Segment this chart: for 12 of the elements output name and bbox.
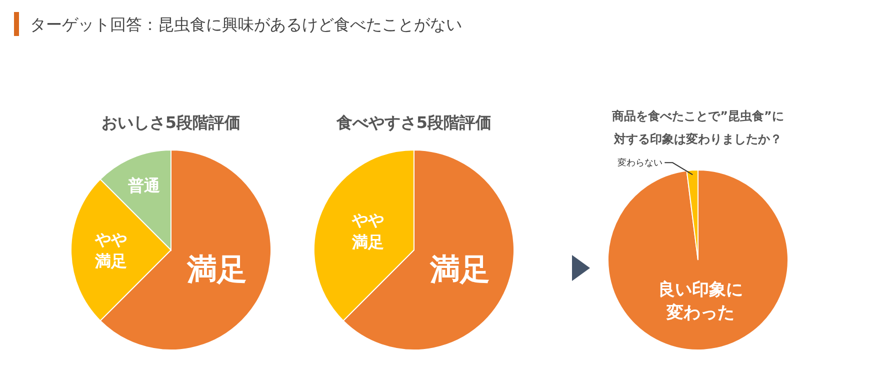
chart-title: 商品を食べたことで”昆虫食”に対する印象は変わりましたか？ [611,109,784,146]
slice-label: やや満足 [94,230,127,270]
slice-label: 満足 [186,252,248,288]
slice-label: 良い印象に変わった [658,280,744,323]
text: ターゲット回答：昆虫食に興味があるけど食べたことがない [30,15,462,34]
chart-title: おいしさ5段階評価 [101,113,241,132]
chart-title: 食べやすさ5段階評価 [335,113,492,132]
slice-label: やや満足 [350,210,384,252]
slice-label: 変わらない [618,158,663,169]
slice-label: 満足 [429,252,490,288]
slice-label: 普通 [127,176,162,195]
pie-slice [608,170,788,350]
